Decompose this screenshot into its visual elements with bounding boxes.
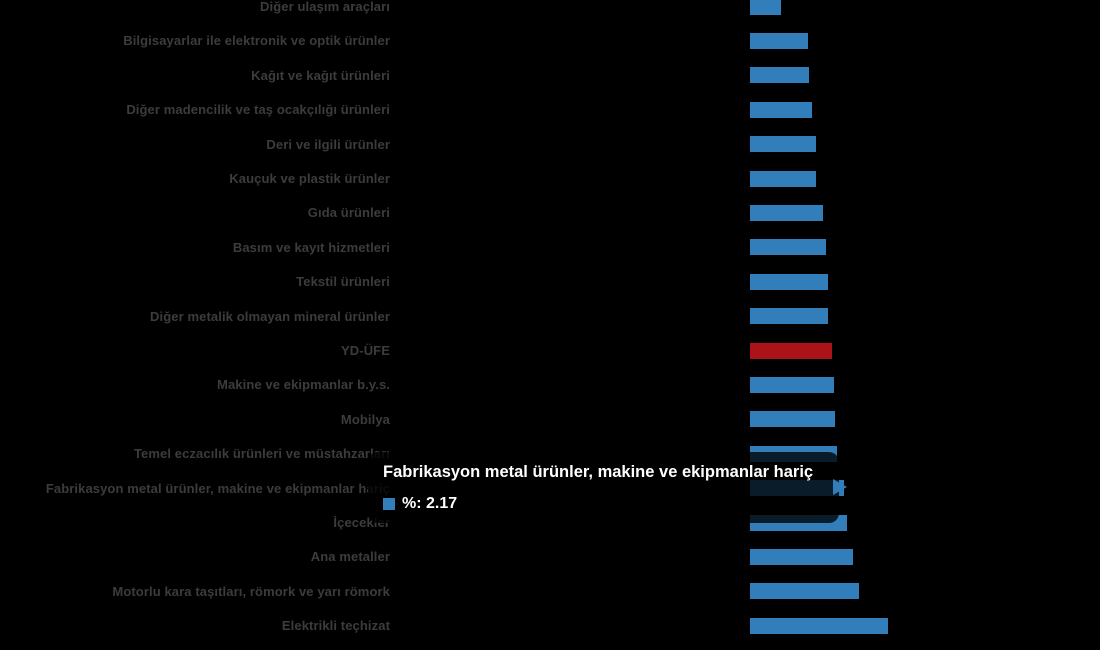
tooltip-value: %: 2.17: [402, 495, 458, 512]
bar-yd-ufe[interactable]: [750, 342, 833, 359]
category-label: İçecekler: [333, 515, 390, 531]
bar[interactable]: [750, 0, 782, 15]
chart-row: Elektrikli teçhizat: [0, 609, 1100, 643]
bar[interactable]: [750, 617, 889, 634]
bar[interactable]: [750, 273, 828, 290]
bar[interactable]: [750, 101, 812, 118]
chart-row: Basım ve kayıt hizmetleri: [0, 230, 1100, 264]
tooltip-category-title: Fabrikasyon metal ürünler, makine ve eki…: [383, 463, 814, 481]
bar[interactable]: [750, 411, 835, 428]
bar[interactable]: [750, 136, 816, 153]
category-label: Tekstil ürünleri: [296, 274, 390, 290]
chart-row: Deri ve ilgili ürünler: [0, 127, 1100, 161]
bar[interactable]: [750, 308, 828, 325]
category-label: Makine ve ekipmanlar b.y.s.: [217, 377, 390, 393]
bar[interactable]: [750, 204, 824, 221]
category-label: Ana metaller: [310, 549, 390, 565]
chart-row: Motorlu kara taşıtları, römork ve yarı r…: [0, 574, 1100, 608]
bar[interactable]: [750, 548, 854, 565]
chart-row: Diğer madencilik ve taş ocakçılığı ürünl…: [0, 93, 1100, 127]
chart-row: Gıda ürünleri: [0, 196, 1100, 230]
chart-row: Diğer ulaşım araçları: [0, 0, 1100, 24]
category-label: Basım ve kayıt hizmetleri: [232, 239, 390, 255]
chart-row: Makine ve ekipmanlar b.y.s.: [0, 368, 1100, 402]
tooltip: Fabrikasyon metal ürünler, makine ve eki…: [368, 452, 839, 523]
category-label: Diğer madencilik ve taş ocakçılığı ürünl…: [126, 102, 390, 118]
chart-row: Diğer metalik olmayan mineral ürünler: [0, 299, 1100, 333]
bar[interactable]: [750, 376, 834, 393]
category-label: Fabrikasyon metal ürünler, makine ve eki…: [45, 480, 390, 496]
category-label: Diğer metalik olmayan mineral ürünler: [150, 308, 390, 324]
bar[interactable]: [750, 239, 827, 256]
category-label: Temel eczacılık ürünleri ve müstahzarlar…: [133, 446, 390, 462]
category-label: Kağıt ve kağıt ürünleri: [251, 67, 390, 83]
tooltip-callout-arrow-icon: [833, 479, 847, 495]
bar[interactable]: [750, 170, 816, 187]
chart-row: YD-ÜFE: [0, 333, 1100, 367]
category-label: YD-ÜFE: [341, 343, 390, 359]
bar[interactable]: [750, 67, 809, 84]
bar[interactable]: [750, 583, 860, 600]
chart-row: Kauçuk ve plastik ürünler: [0, 161, 1100, 195]
chart-row: Bilgisayarlar ile elektronik ve optik ür…: [0, 24, 1100, 58]
chart-row: Kağıt ve kağıt ürünleri: [0, 58, 1100, 92]
chart-row: Tekstil ürünleri: [0, 265, 1100, 299]
category-label: Elektrikli teçhizat: [281, 618, 390, 634]
chart-row: Mobilya: [0, 402, 1100, 436]
tooltip-value-line: %: 2.17: [383, 495, 457, 513]
category-label: Mobilya: [340, 411, 390, 427]
category-label: Bilgisayarlar ile elektronik ve optik ür…: [123, 33, 390, 49]
category-label: Motorlu kara taşıtları, römork ve yarı r…: [112, 583, 390, 599]
bar[interactable]: [750, 32, 808, 49]
category-label: Diğer ulaşım araçları: [260, 0, 390, 15]
chart-row: Ana metaller: [0, 540, 1100, 574]
tooltip-series-marker-icon: [383, 498, 395, 510]
category-label: Gıda ürünleri: [307, 205, 390, 221]
category-label: Kauçuk ve plastik ürünler: [229, 171, 390, 187]
category-label: Deri ve ilgili ürünler: [266, 136, 390, 152]
